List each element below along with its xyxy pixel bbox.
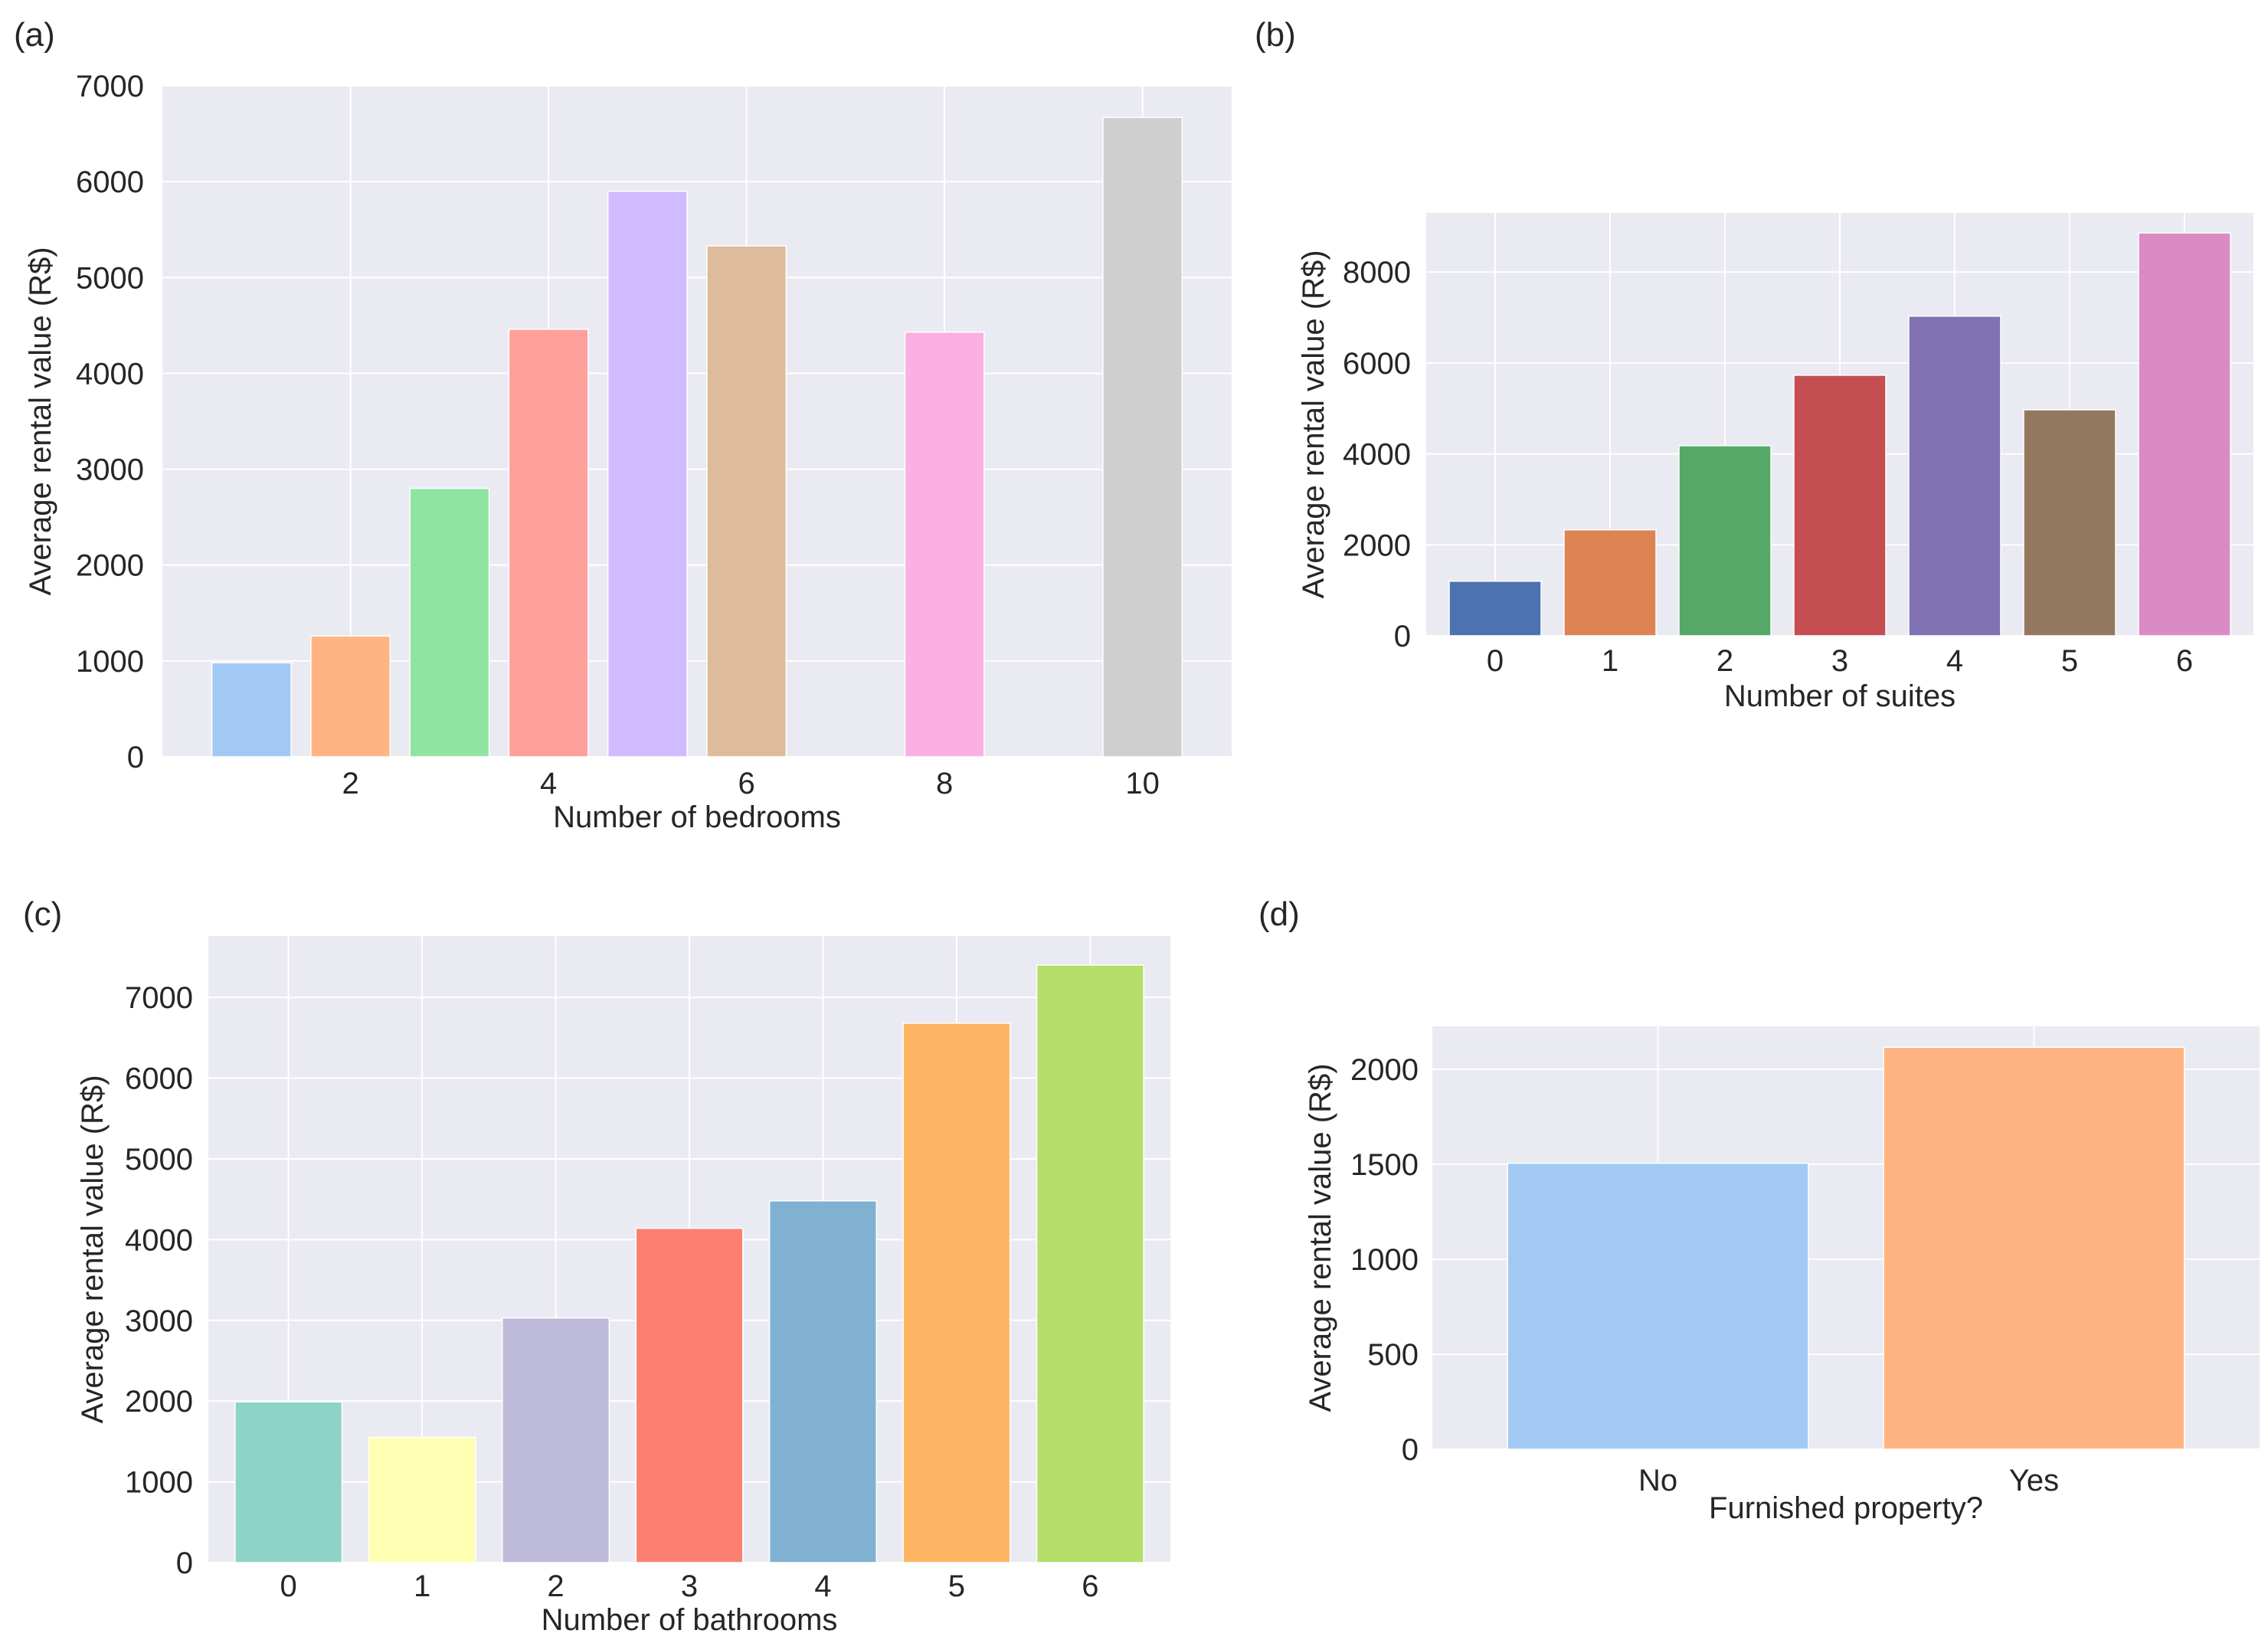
bar [904, 331, 985, 758]
y-tick-label: 2000 [1343, 529, 1411, 562]
y-axis-label: Average rental value (R$) [1304, 1063, 1337, 1412]
y-tick-label: 0 [1402, 1433, 1419, 1467]
x-tick-label: 1 [1602, 644, 1618, 678]
panel-label: (b) [1255, 16, 1296, 54]
y-tick-label: 4000 [76, 357, 144, 391]
bar [368, 1436, 476, 1563]
bar [211, 662, 292, 758]
bar [508, 329, 589, 758]
bar [2023, 409, 2116, 637]
bar [706, 245, 787, 758]
panel-d: (d) 0 500 1000 1500 2000 No Yes Furnished proper… [1258, 895, 2260, 1525]
x-axis-label: Number of suites [1724, 679, 1955, 713]
y-tick-label: 2000 [76, 549, 144, 583]
y-axis-label: Average rental value (R$) [76, 1075, 110, 1423]
x-tick-label: 6 [2176, 644, 2193, 678]
y-tick-label: 5000 [76, 261, 144, 295]
bar [1908, 315, 2001, 637]
y-tick-label: 7000 [76, 70, 144, 103]
bar [1678, 445, 1772, 637]
bar [1036, 964, 1144, 1563]
x-tick-label: 8 [936, 767, 953, 800]
x-tick-label: 3 [681, 1569, 698, 1603]
y-tick-label: 1000 [76, 645, 144, 679]
x-tick-label: Yes [2009, 1464, 2059, 1497]
x-tick-label: 2 [1717, 644, 1733, 678]
bar [1793, 375, 1887, 637]
x-tick-label: 5 [948, 1569, 965, 1603]
bar [902, 1023, 1011, 1563]
bar [607, 190, 688, 758]
y-tick-label: 0 [1394, 620, 1411, 653]
y-tick-label: 4000 [1343, 438, 1411, 472]
panel-label: (c) [23, 895, 62, 933]
y-tick-label: 2000 [125, 1385, 193, 1419]
y-tick-label: 4000 [125, 1223, 193, 1257]
bar [1563, 529, 1657, 637]
bar [1102, 116, 1183, 758]
y-tick-label: 3000 [125, 1304, 193, 1338]
bar [234, 1401, 343, 1563]
x-tick-label: No [1638, 1464, 1677, 1497]
panel-b: (b) 0 2000 4000 6000 8000 0 1 2 3 4 5 6 Number of sui… [1255, 16, 2253, 713]
y-tick-label: 6000 [125, 1062, 193, 1096]
y-tick-label: 2000 [1350, 1053, 1419, 1087]
x-axis-label: Number of bathrooms [542, 1603, 838, 1637]
x-axis-label: Furnished property? [1709, 1491, 1983, 1525]
y-tick-label: 0 [176, 1546, 193, 1580]
y-tick-label: 6000 [76, 165, 144, 199]
bar [2138, 232, 2231, 637]
y-tick-label: 500 [1367, 1338, 1419, 1372]
x-tick-label: 1 [414, 1569, 430, 1603]
x-tick-label: 3 [1831, 644, 1848, 678]
bar [635, 1227, 744, 1563]
x-axis-label: Number of bedrooms [553, 800, 841, 834]
panel-a: (a) 0 1000 2000 3000 4000 5000 6000 7000 2 4 6 8 10 Nu… [14, 16, 1232, 834]
x-tick-label: 5 [2061, 644, 2078, 678]
bar [1507, 1162, 1809, 1450]
x-tick-label: 6 [738, 767, 755, 800]
y-tick-label: 1500 [1350, 1148, 1419, 1182]
bar [310, 635, 391, 758]
bar [1883, 1046, 2185, 1450]
x-tick-label: 6 [1082, 1569, 1098, 1603]
panel-label: (d) [1258, 895, 1300, 933]
y-axis-label: Average rental value (R$) [24, 247, 57, 595]
x-tick-label: 4 [1946, 644, 1963, 678]
bar [1448, 581, 1542, 637]
panel-c: (c) 0 1000 2000 3000 4000 5000 6000 7000 0 1 2 3 4 5 6 N… [23, 895, 1170, 1637]
y-tick-label: 6000 [1343, 347, 1411, 381]
y-tick-label: 3000 [76, 453, 144, 487]
y-tick-label: 8000 [1343, 256, 1411, 290]
x-tick-label: 4 [814, 1569, 831, 1603]
bar [409, 487, 490, 758]
y-tick-label: 1000 [1350, 1243, 1419, 1277]
y-axis-label: Average rental value (R$) [1297, 250, 1330, 598]
y-tick-label: 7000 [125, 981, 193, 1015]
x-tick-label: 0 [1487, 644, 1504, 678]
y-tick-label: 5000 [125, 1143, 193, 1177]
y-tick-label: 1000 [125, 1466, 193, 1500]
x-tick-label: 2 [342, 767, 358, 800]
x-tick-label: 10 [1125, 767, 1160, 800]
panel-label: (a) [14, 16, 55, 54]
x-tick-label: 0 [280, 1569, 297, 1603]
y-tick-label: 0 [127, 741, 144, 774]
x-tick-label: 4 [540, 767, 557, 800]
bar [768, 1200, 877, 1563]
bar [502, 1317, 610, 1563]
x-tick-label: 2 [547, 1569, 564, 1603]
